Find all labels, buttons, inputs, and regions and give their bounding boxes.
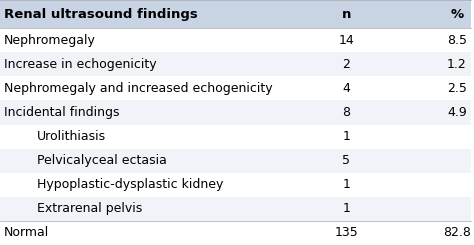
Text: 1: 1 [342,202,350,215]
Bar [0,100,471,124]
Text: 4: 4 [342,82,350,95]
Text: Pelvicalyceal ectasia: Pelvicalyceal ectasia [37,154,167,167]
Bar [0,221,471,245]
Text: 8.5: 8.5 [447,34,467,47]
Text: 1: 1 [342,178,350,191]
Text: %: % [450,8,464,21]
Text: Renal ultrasound findings: Renal ultrasound findings [4,8,198,21]
Text: Nephromegaly: Nephromegaly [4,34,96,47]
Text: Nephromegaly and increased echogenicity: Nephromegaly and increased echogenicity [4,82,273,95]
Text: 14: 14 [338,34,354,47]
Text: 1.2: 1.2 [447,58,467,71]
Text: Hypoplastic-dysplastic kidney: Hypoplastic-dysplastic kidney [37,178,223,191]
Text: 82.8: 82.8 [443,226,471,239]
Text: Extrarenal pelvis: Extrarenal pelvis [37,202,142,215]
Bar [0,173,471,197]
Bar [0,28,471,52]
Text: 8: 8 [342,106,350,119]
Text: 135: 135 [334,226,358,239]
Text: n: n [342,8,351,21]
Bar [0,149,471,173]
Bar [0,76,471,100]
Text: 5: 5 [342,154,350,167]
Text: 1: 1 [342,130,350,143]
Text: 2: 2 [342,58,350,71]
Text: Increase in echogenicity: Increase in echogenicity [4,58,156,71]
Bar [0,124,471,149]
Text: Urolithiasis: Urolithiasis [37,130,106,143]
Bar [0,197,471,221]
Bar [0,52,471,76]
Bar [0,0,471,28]
Text: Incidental findings: Incidental findings [4,106,119,119]
Text: 2.5: 2.5 [447,82,467,95]
Text: 4.9: 4.9 [447,106,467,119]
Text: Normal: Normal [4,226,49,239]
